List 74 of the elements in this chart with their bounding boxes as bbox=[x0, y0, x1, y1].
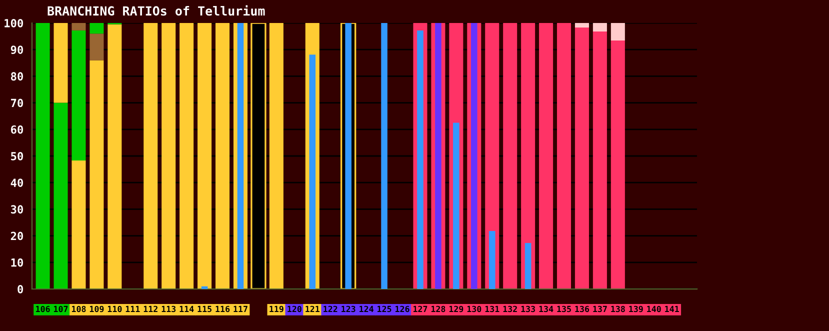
x-tick-label: 109 bbox=[90, 306, 104, 312]
bar bbox=[539, 23, 554, 289]
x-tick-label: 125 bbox=[378, 306, 392, 312]
bar bbox=[201, 286, 208, 289]
y-tick-label: 0 bbox=[18, 284, 23, 294]
x-tick-label: 115 bbox=[198, 306, 212, 312]
x-tick-label: 131 bbox=[485, 306, 500, 312]
y-tick-label: 80 bbox=[10, 72, 23, 81]
x-tick-label: 134 bbox=[539, 306, 554, 312]
x-tick-label: 110 bbox=[108, 306, 122, 312]
x-tick-label: 129 bbox=[449, 306, 464, 312]
bar bbox=[381, 23, 388, 289]
x-tick-label: 124 bbox=[360, 306, 374, 312]
bar bbox=[90, 60, 104, 289]
bar bbox=[269, 23, 284, 289]
bar bbox=[162, 23, 176, 289]
x-tick-label: 138 bbox=[611, 306, 625, 312]
bar bbox=[592, 23, 607, 32]
x-tick-label: 123 bbox=[342, 306, 356, 312]
y-tick-label: 50 bbox=[11, 152, 23, 160]
x-tick-label: 141 bbox=[665, 306, 679, 312]
y-tick-label: 60 bbox=[11, 125, 23, 134]
x-tick-label: 139 bbox=[629, 306, 643, 312]
bar bbox=[72, 160, 86, 289]
bar bbox=[574, 28, 589, 289]
bar bbox=[556, 23, 572, 289]
x-tick-label: 136 bbox=[575, 306, 590, 312]
x-tick-label: 112 bbox=[144, 306, 158, 312]
x-tick-label: 121 bbox=[306, 306, 320, 312]
x-tick-label: 116 bbox=[216, 306, 230, 312]
x-tick-label: 135 bbox=[557, 306, 571, 312]
bar bbox=[54, 23, 68, 103]
bar bbox=[610, 23, 625, 41]
bar bbox=[180, 23, 194, 289]
x-tick-label: 119 bbox=[270, 306, 284, 312]
bar bbox=[610, 40, 625, 289]
x-tick-label: 114 bbox=[180, 306, 194, 312]
x-tick-label: 108 bbox=[72, 306, 86, 312]
x-tick-label: 120 bbox=[288, 306, 302, 312]
bar bbox=[90, 23, 104, 34]
x-tick-label: 140 bbox=[647, 306, 661, 312]
bar bbox=[524, 242, 532, 289]
y-tick-label: 70 bbox=[11, 98, 23, 108]
y-tick-label: 10 bbox=[11, 258, 23, 267]
x-tick-label: 130 bbox=[467, 306, 482, 312]
bar bbox=[503, 23, 518, 289]
x-tick-label: 111 bbox=[126, 306, 140, 312]
y-tick-label: 40 bbox=[10, 178, 23, 187]
chart-title: BRANCHING RATIOs of Tellurium bbox=[48, 5, 265, 16]
bar bbox=[592, 32, 607, 289]
bar bbox=[198, 23, 212, 289]
y-tick-label: 90 bbox=[10, 46, 23, 54]
y-tick-label: 30 bbox=[10, 205, 23, 214]
bar bbox=[216, 23, 230, 289]
x-tick-label: 137 bbox=[593, 306, 607, 312]
x-tick-label: 113 bbox=[162, 306, 176, 312]
bar bbox=[144, 23, 158, 289]
x-tick-label: 126 bbox=[395, 306, 410, 312]
x-tick-label: 106 bbox=[36, 306, 50, 312]
x-tick-label: 122 bbox=[324, 306, 338, 312]
x-tick-label: 132 bbox=[503, 306, 517, 312]
x-tick-label: 117 bbox=[234, 306, 248, 312]
y-tick-label: 20 bbox=[10, 232, 23, 240]
bar bbox=[72, 23, 86, 30]
bar bbox=[108, 24, 122, 289]
x-tick-label: 133 bbox=[521, 306, 536, 312]
x-tick-label: 127 bbox=[413, 306, 428, 312]
bar bbox=[521, 23, 536, 289]
bar bbox=[488, 231, 496, 289]
bar bbox=[574, 23, 589, 28]
x-tick-label: 107 bbox=[54, 306, 68, 312]
x-tick-label: 128 bbox=[431, 306, 446, 312]
y-tick-label: 100 bbox=[4, 18, 23, 28]
bar bbox=[453, 122, 460, 289]
